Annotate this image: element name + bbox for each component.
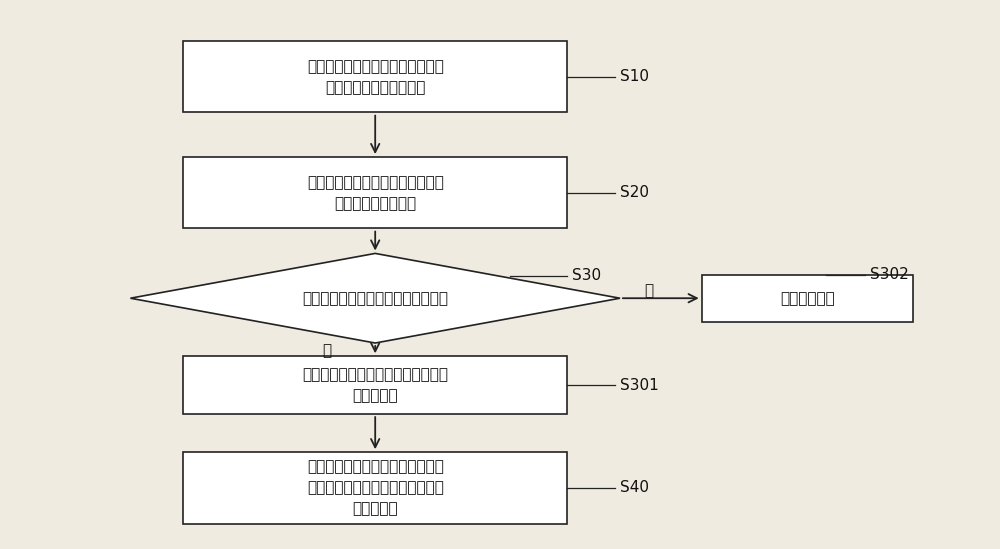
Text: 判断所述充电抜屏是否具备充电条件: 判断所述充电抜屏是否具备充电条件 [302, 291, 448, 306]
Bar [183, 452, 567, 524]
Text: 监测所述弹出充电抜屏、连接充电
设备、并关闭充电抜屏的过程，输
出监测结果: 监测所述弹出充电抜屏、连接充电 设备、并关闭充电抜屏的过程，输 出监测结果 [307, 460, 444, 517]
Text: S40: S40 [620, 480, 649, 495]
Text: 否: 否 [644, 283, 653, 298]
Bar [183, 356, 567, 414]
Text: 提示相关信息: 提示相关信息 [780, 291, 835, 306]
Text: 检测所述自助服务终端的所述充电
抜屏当前的充电状态: 检测所述自助服务终端的所述充电 抜屏当前的充电状态 [307, 175, 444, 211]
Text: 弹出充电抜屏，连接充电设备、并关
闭充电抜屏: 弹出充电抜屏，连接充电设备、并关 闭充电抜屏 [302, 367, 448, 403]
Bar [183, 157, 567, 228]
Text: S20: S20 [620, 186, 649, 200]
Polygon shape [130, 254, 620, 343]
Bar [702, 274, 913, 322]
Text: S30: S30 [572, 268, 601, 283]
Text: 输入通过所述自助服务终端的充电
抜屏进行充电的充电指令: 输入通过所述自助服务终端的充电 抜屏进行充电的充电指令 [307, 59, 444, 95]
Text: S10: S10 [620, 69, 649, 85]
Text: 是: 是 [323, 344, 332, 358]
Text: S301: S301 [620, 378, 659, 393]
Text: S302: S302 [870, 267, 908, 282]
Bar [183, 41, 567, 113]
